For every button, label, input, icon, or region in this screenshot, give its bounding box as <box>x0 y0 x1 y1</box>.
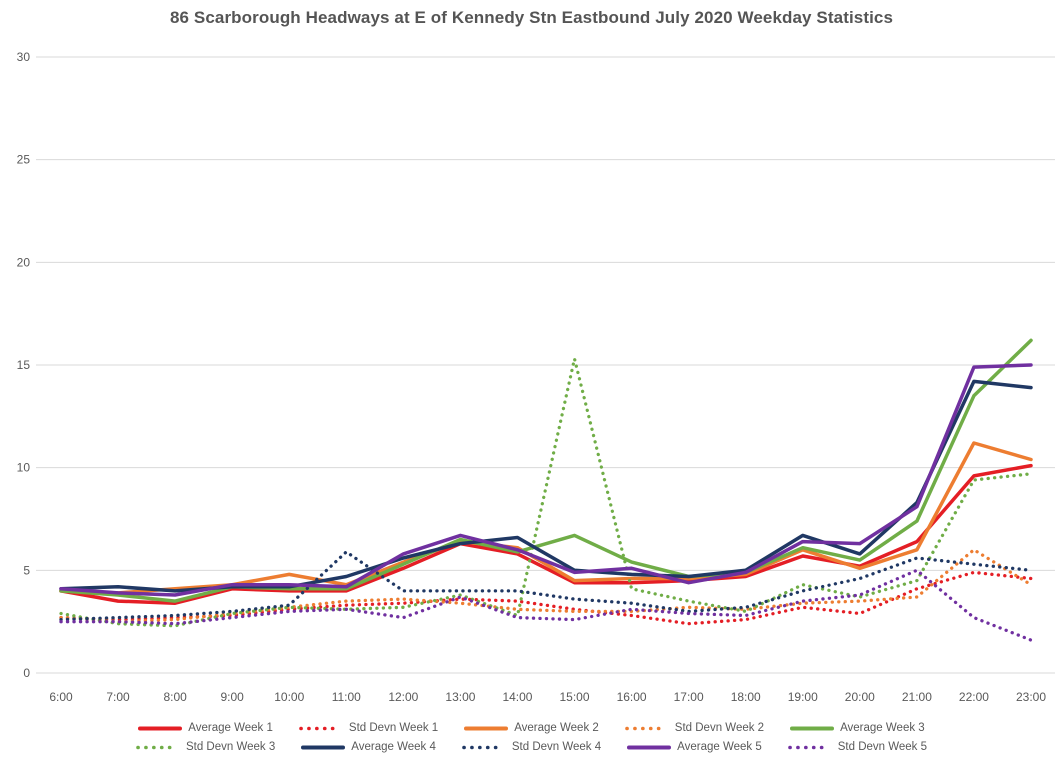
x-tick-label: 23:00 <box>1016 690 1046 704</box>
legend-swatch-dotted-line-icon <box>624 726 665 730</box>
x-tick-label: 21:00 <box>902 690 932 704</box>
x-tick-label: 16:00 <box>617 690 647 704</box>
y-tick-label: 30 <box>17 50 31 64</box>
chart-legend: Average Week 1 Std Devn Week 1 Average Wee… <box>0 722 1063 753</box>
y-tick-label: 20 <box>17 255 31 269</box>
x-tick-label: 17:00 <box>674 690 704 704</box>
legend-label: Average Week 4 <box>351 741 436 753</box>
series-line-9 <box>59 568 1033 642</box>
x-tick-label: 15:00 <box>560 690 590 704</box>
legend-label: Std Devn Week 5 <box>837 741 928 753</box>
series-line-7 <box>59 550 1033 622</box>
legend-item: Std Devn Week 4 <box>462 741 601 753</box>
x-tick-label: 18:00 <box>731 690 761 704</box>
y-tick-label: 15 <box>17 358 31 372</box>
x-tick-label: 9:00 <box>220 690 244 704</box>
y-tick-label: 0 <box>23 666 30 680</box>
series-line-8 <box>59 363 1033 597</box>
legend-label: Std Devn Week 1 <box>348 722 439 734</box>
legend-label: Average Week 2 <box>514 722 599 734</box>
legend-item: Average Week 2 <box>464 722 599 734</box>
x-tick-label: 19:00 <box>788 690 818 704</box>
legend-swatch-solid-line-icon <box>790 726 835 730</box>
y-tick-label: 10 <box>17 461 31 475</box>
x-tick-label: 7:00 <box>106 690 130 704</box>
legend-label: Std Devn Week 2 <box>674 722 765 734</box>
legend-swatch-solid-line-icon <box>138 726 183 730</box>
series-line-0 <box>59 463 1033 605</box>
y-tick-label: 5 <box>23 563 30 577</box>
legend-item: Average Week 3 <box>790 722 925 734</box>
x-tick-label: 14:00 <box>502 690 532 704</box>
legend-item: Std Devn Week 2 <box>624 722 765 734</box>
legend-row-1: Average Week 1 Std Devn Week 1 Average Wee… <box>138 722 925 734</box>
legend-swatch-dotted-line-icon <box>299 726 339 730</box>
x-tick-label: 12:00 <box>388 690 418 704</box>
y-tick-label: 25 <box>17 153 31 167</box>
x-tick-label: 10:00 <box>274 690 304 704</box>
legend-swatch-solid-line-icon <box>464 726 509 730</box>
legend-label: Average Week 5 <box>677 741 762 753</box>
legend-label: Average Week 1 <box>188 722 273 734</box>
legend-row-2: Std Devn Week 3 Average Week 4 Std Devn We… <box>136 741 927 753</box>
x-tick-label: 11:00 <box>332 690 361 704</box>
legend-swatch-dotted-line-icon <box>462 745 502 749</box>
series-line-5 <box>59 357 1033 628</box>
x-tick-label: 6:00 <box>49 690 73 704</box>
x-tick-label: 20:00 <box>845 690 875 704</box>
legend-item: Average Week 5 <box>627 741 762 753</box>
legend-swatch-solid-line-icon <box>301 745 346 749</box>
legend-item: Std Devn Week 3 <box>136 741 275 753</box>
legend-label: Std Devn Week 3 <box>185 741 276 753</box>
legend-item: Average Week 4 <box>301 741 436 753</box>
chart-title: 86 Scarborough Headways at E of Kennedy … <box>169 8 894 27</box>
series-line-3 <box>59 548 1033 624</box>
x-tick-label: 8:00 <box>163 690 187 704</box>
legend-label: Std Devn Week 4 <box>511 741 602 753</box>
legend-label: Average Week 3 <box>840 722 925 734</box>
legend-item: Std Devn Week 1 <box>299 722 438 734</box>
x-tick-label: 22:00 <box>959 690 989 704</box>
legend-item: Std Devn Week 5 <box>787 741 928 753</box>
x-tick-label: 13:00 <box>445 690 475 704</box>
legend-swatch-dotted-line-icon <box>136 745 176 749</box>
legend-swatch-solid-line-icon <box>627 745 672 749</box>
legend-swatch-dotted-line-icon <box>787 745 828 749</box>
legend-item: Average Week 1 <box>138 722 273 734</box>
series-line-1 <box>59 570 1033 626</box>
